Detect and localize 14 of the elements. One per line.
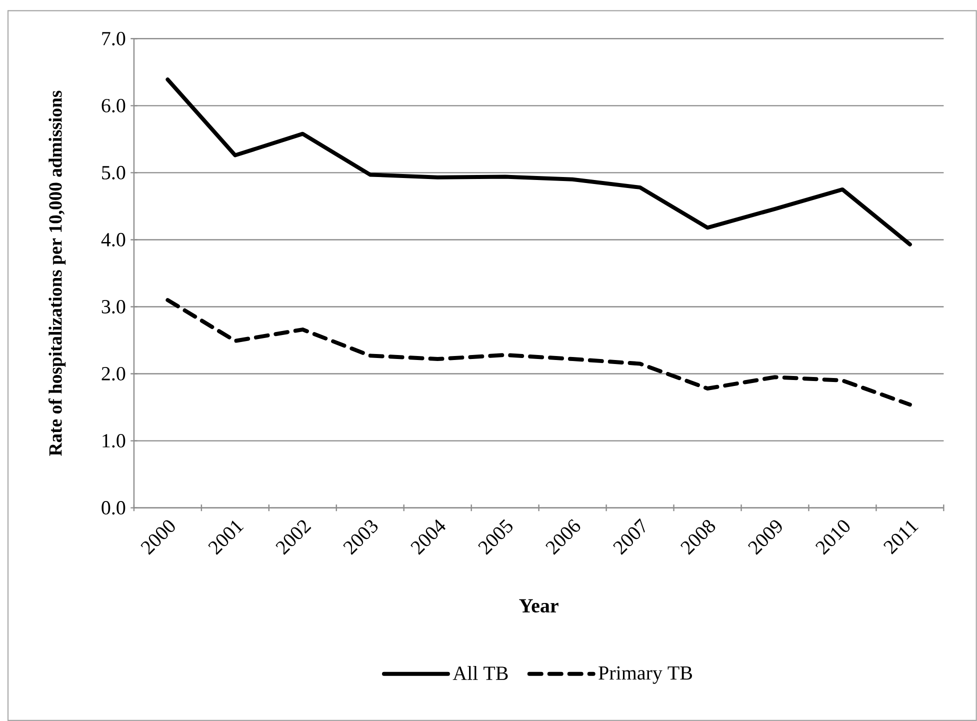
y-tick-label: 4.0 <box>101 232 126 246</box>
legend-label: All TB <box>452 666 508 680</box>
line-series <box>166 78 912 246</box>
y-tick-label: 5.0 <box>102 166 126 180</box>
y-tick-label: 7.0 <box>102 32 126 46</box>
y-tick-label: 6.0 <box>102 98 126 112</box>
y-tick-label: 3.0 <box>102 300 126 314</box>
y-tick-label: 0.0 <box>102 501 126 515</box>
y-tick-label: 1.0 <box>102 434 126 448</box>
y-tick-label: 2.0 <box>102 366 126 381</box>
legend-label: Primary TB <box>598 666 692 684</box>
y-axis-title: Rate of hospitalizations per 10,000 admissions <box>48 90 66 456</box>
line-series <box>166 298 912 407</box>
x-axis-title: Year <box>519 599 558 612</box>
